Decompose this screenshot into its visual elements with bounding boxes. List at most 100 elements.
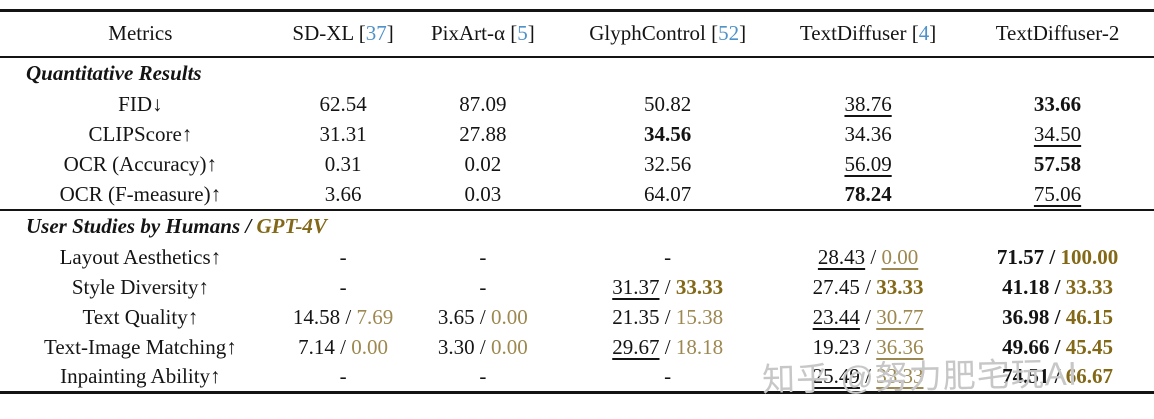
- slash-separator: /: [474, 305, 492, 329]
- table-row: Inpainting Ability↑ - - -25.49 / 33.33 74.51…: [0, 363, 1154, 393]
- human-score: 3.66: [324, 181, 362, 206]
- score-cell: 49.66 / 45.45: [961, 333, 1154, 363]
- score-cell: -: [339, 275, 347, 299]
- human-score: 33.66: [1033, 92, 1082, 116]
- score-cell: 71.57 / 100.00: [961, 243, 1154, 273]
- citation-number: 5: [517, 21, 528, 46]
- citation-number: 4: [918, 21, 930, 46]
- metrics-column-header: Metrics: [0, 11, 281, 57]
- human-score: 27.45: [812, 275, 860, 299]
- human-score: 32.56: [644, 152, 692, 176]
- human-score: 27.88: [459, 122, 507, 146]
- slash-separator: /: [340, 305, 357, 329]
- score-cell: 3.65 / 0.00: [405, 303, 560, 333]
- human-score: 50.82: [644, 92, 692, 116]
- section-header-row: Quantitative Results: [0, 57, 1154, 90]
- human-score: 29.67: [612, 335, 660, 359]
- human-score: 56.09: [844, 152, 892, 176]
- section-header: Quantitative Results: [0, 57, 1154, 90]
- gpt4v-score: 45.45: [1065, 335, 1113, 359]
- human-score: 74.51: [1002, 364, 1050, 389]
- score-cell: 0.03: [405, 180, 560, 210]
- score-cell: -: [664, 245, 672, 269]
- score-cell: 31.37 / 33.33: [560, 273, 775, 303]
- score-cell: 31.31: [281, 120, 406, 150]
- metric-label: OCR (Accuracy)↑: [63, 152, 218, 176]
- score-cell: 28.43 / 0.00: [775, 243, 961, 273]
- slash-separator: /: [859, 305, 877, 329]
- human-score: 14.58: [292, 305, 341, 329]
- human-score: 57.58: [1033, 152, 1082, 176]
- human-score: 7.14: [298, 335, 335, 359]
- human-score: 3.65: [437, 305, 475, 329]
- table-row: CLIPScore↑ 31.31 27.88 34.56 34.36 34.50: [0, 120, 1154, 150]
- score-cell: 0.31: [281, 150, 406, 180]
- human-score: 75.06: [1033, 181, 1082, 206]
- score-cell: 14.58 / 7.69: [281, 303, 406, 333]
- column-label: PixArt-α: [430, 21, 505, 46]
- score-cell: 41.18 / 33.33: [961, 273, 1154, 303]
- model-column-header: TextDiffuser [4]: [799, 21, 937, 46]
- score-cell: 21.35 / 15.38: [560, 303, 775, 333]
- citation-number: 52: [718, 21, 740, 46]
- model-column-header: TextDiffuser-2: [961, 11, 1154, 57]
- slash-separator: /: [659, 335, 676, 359]
- score-cell: 19.23 / 36.36: [775, 333, 961, 363]
- score-cell: 62.54: [281, 90, 406, 120]
- table-row: Text Quality↑ 14.58 / 7.69 3.65 / 0.00 21.3…: [0, 303, 1154, 333]
- score-cell: 32.56: [560, 150, 775, 180]
- citation-number: 37: [365, 21, 387, 46]
- score-cell: 23.44 / 30.77: [775, 303, 961, 333]
- model-column-header: SD-XL [37]: [292, 21, 394, 46]
- human-score: 19.23: [812, 335, 860, 359]
- score-cell: 64.07: [560, 180, 775, 210]
- gpt4v-score: 36.36: [876, 335, 924, 359]
- score-cell: 3.30 / 0.00: [405, 333, 560, 363]
- model-column-header: PixArt-α [5]: [430, 21, 535, 46]
- score-cell: 87.09: [405, 90, 560, 120]
- table-row: Layout Aesthetics↑ - - -28.43 / 0.00 71.57 /…: [0, 243, 1154, 273]
- score-cell: 3.66: [281, 180, 406, 210]
- human-score: 28.43: [817, 245, 866, 269]
- score-cell: 57.58: [961, 150, 1154, 180]
- human-score: 87.09: [459, 92, 507, 116]
- table-row: Style Diversity↑ - -31.37 / 33.33 27.45 / 3…: [0, 273, 1154, 303]
- column-label: GlyphControl: [589, 21, 706, 46]
- table-row: FID↓ 62.54 87.09 50.82 38.76 33.66: [0, 90, 1154, 120]
- metric-label: CLIPScore↑: [88, 122, 193, 146]
- slash-separator: /: [1044, 245, 1061, 269]
- gpt4v-score: 33.33: [675, 275, 724, 299]
- section-header: User Studies by Humans / GPT-4V: [0, 210, 1154, 243]
- table-row: Text-Image Matching↑ 7.14 / 0.00 3.30 / 0.…: [0, 333, 1154, 363]
- score-cell: 50.82: [560, 90, 775, 120]
- human-score: 49.66: [1002, 335, 1050, 359]
- comparison-table: Metrics SD-XL [37] PixArt-α [5] GlyphContro…: [0, 9, 1154, 394]
- section-title: Quantitative Results: [26, 61, 202, 85]
- score-cell: 34.56: [560, 120, 775, 150]
- table-row: OCR (Accuracy)↑ 0.31 0.02 32.56 56.09 57.58: [0, 150, 1154, 180]
- metric-label: Inpainting Ability↑: [60, 364, 221, 389]
- human-score: 34.50: [1033, 122, 1082, 146]
- gpt4v-score: 18.18: [675, 335, 724, 359]
- score-cell: 38.76: [775, 90, 961, 120]
- metric-label: Text Quality↑: [82, 305, 199, 329]
- human-score: 31.37: [612, 275, 660, 299]
- metric-label: Layout Aesthetics↑: [59, 245, 222, 269]
- gpt4v-score: 33.33: [876, 364, 924, 389]
- metric-label: FID↓: [118, 92, 163, 116]
- gpt4v-score: 30.77: [876, 305, 924, 329]
- human-score: 38.76: [844, 92, 892, 116]
- score-cell: 7.14 / 0.00: [281, 333, 406, 363]
- gpt4v-score: 100.00: [1060, 245, 1119, 269]
- slash-separator: /: [1049, 364, 1066, 389]
- gpt4v-score: 15.38: [675, 305, 724, 329]
- human-score: 25.49: [812, 364, 860, 389]
- human-score: 31.31: [319, 122, 367, 146]
- section-header-row: User Studies by Humans / GPT-4V: [0, 209, 1154, 243]
- gpt4v-score: 7.69: [356, 305, 394, 329]
- gpt4v-score: 33.33: [876, 275, 924, 299]
- score-cell: 0.02: [405, 150, 560, 180]
- human-score: 36.98: [1002, 305, 1050, 329]
- slash-separator: /: [859, 364, 877, 389]
